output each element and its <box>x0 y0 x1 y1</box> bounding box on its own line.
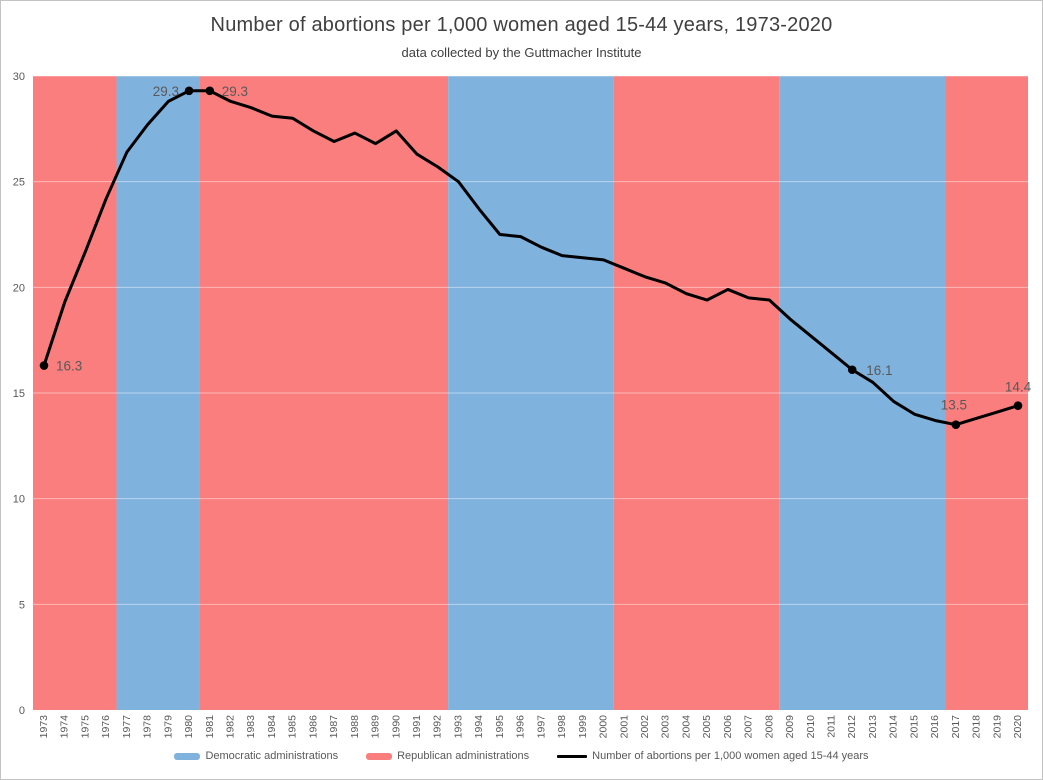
x-tick-label: 2000 <box>598 715 610 739</box>
x-tick-label: 1975 <box>79 715 91 739</box>
x-tick-label: 2004 <box>680 715 692 739</box>
y-tick-label: 20 <box>13 282 25 294</box>
legend-label: Republican administrations <box>397 750 530 762</box>
data-point-marker <box>39 361 49 370</box>
data-point-marker <box>184 86 194 96</box>
data-point-label: 13.5 <box>941 398 967 413</box>
x-tick-label: 1973 <box>38 715 50 739</box>
x-tick-label: 1990 <box>390 715 402 739</box>
x-tick-label: 2019 <box>991 715 1003 739</box>
x-tick-label: 2001 <box>618 715 630 739</box>
x-tick-label: 2003 <box>660 715 672 739</box>
legend-line-swatch <box>557 754 588 758</box>
data-point-label: 29.3 <box>222 84 248 99</box>
data-point-label: 14.4 <box>1005 380 1032 395</box>
x-tick-label: 1979 <box>162 715 174 739</box>
y-tick-label: 0 <box>19 705 25 717</box>
x-tick-label: 2009 <box>784 715 796 739</box>
x-tick-label: 1987 <box>328 715 340 739</box>
administration-band-democratic <box>116 76 200 710</box>
x-tick-label: 1982 <box>225 715 237 739</box>
data-point-label: 16.1 <box>866 363 892 378</box>
administration-band-democratic <box>448 76 614 710</box>
data-point-label: 29.3 <box>153 84 179 99</box>
y-tick-label: 10 <box>13 494 25 506</box>
x-tick-label: 2002 <box>639 715 651 739</box>
x-tick-label: 2014 <box>888 715 900 739</box>
x-tick-label: 1974 <box>59 715 71 739</box>
y-tick-label: 5 <box>19 599 25 611</box>
x-tick-label: 2010 <box>805 715 817 739</box>
x-tick-label: 2006 <box>722 715 734 739</box>
data-point-marker <box>205 86 215 96</box>
x-tick-label: 2012 <box>846 715 858 739</box>
y-tick-label: 30 <box>13 71 25 83</box>
x-tick-label: 1984 <box>266 715 278 739</box>
x-tick-label: 1993 <box>452 715 464 739</box>
x-tick-label: 1992 <box>432 715 444 739</box>
x-tick-label: 1983 <box>245 715 257 739</box>
x-tick-label: 2008 <box>763 715 775 739</box>
x-tick-label: 2007 <box>743 715 755 739</box>
x-tick-label: 2020 <box>1012 715 1024 739</box>
legend-item: Democratic administrations <box>174 750 338 762</box>
chart-subtitle: data collected by the Guttmacher Institu… <box>401 45 642 60</box>
administration-band-democratic <box>779 76 946 710</box>
data-point-label: 16.3 <box>56 359 82 374</box>
x-tick-label: 2017 <box>950 715 962 739</box>
x-tick-label: 1981 <box>204 715 216 739</box>
x-tick-label: 1991 <box>411 715 423 739</box>
x-tick-label: 1998 <box>556 715 568 739</box>
data-point-marker <box>951 420 961 430</box>
x-tick-label: 1977 <box>121 715 133 739</box>
data-point-marker <box>1013 401 1023 410</box>
data-point-marker <box>847 365 857 375</box>
legend: Democratic administrations Republican adm… <box>1 750 1042 762</box>
x-tick-label: 1996 <box>515 715 527 739</box>
chart-title: Number of abortions per 1,000 women aged… <box>210 14 833 36</box>
x-tick-label: 1999 <box>577 715 589 739</box>
legend-color-swatch <box>174 752 201 760</box>
legend-label: Number of abortions per 1,000 women aged… <box>592 750 869 762</box>
x-tick-label: 1988 <box>349 715 361 739</box>
legend-item: Republican administrations <box>366 750 529 762</box>
administration-band-republican <box>33 76 117 710</box>
administration-band-republican <box>613 76 780 710</box>
x-tick-label: 1997 <box>535 715 547 739</box>
x-tick-label: 2015 <box>908 715 920 739</box>
x-tick-label: 2013 <box>867 715 879 739</box>
x-tick-label: 1986 <box>307 715 319 739</box>
y-tick-label: 25 <box>13 177 25 189</box>
x-tick-label: 1976 <box>100 715 112 739</box>
x-tick-label: 2016 <box>929 715 941 739</box>
administration-band-republican <box>199 76 449 710</box>
y-tick-label: 15 <box>13 388 25 400</box>
legend-label: Democratic administrations <box>205 750 339 762</box>
administration-band-republican <box>945 76 1028 710</box>
x-tick-label: 2018 <box>971 715 983 739</box>
x-tick-label: 1995 <box>494 715 506 739</box>
legend-color-swatch <box>366 752 393 760</box>
x-tick-label: 1989 <box>370 715 382 739</box>
x-tick-label: 2005 <box>701 715 713 739</box>
x-tick-label: 1985 <box>287 715 299 739</box>
x-tick-label: 1978 <box>142 715 154 739</box>
x-tick-label: 2011 <box>825 715 837 738</box>
legend-item: Number of abortions per 1,000 women aged… <box>557 750 869 762</box>
x-tick-label: 1994 <box>473 715 485 739</box>
x-tick-label: 1980 <box>183 715 195 739</box>
